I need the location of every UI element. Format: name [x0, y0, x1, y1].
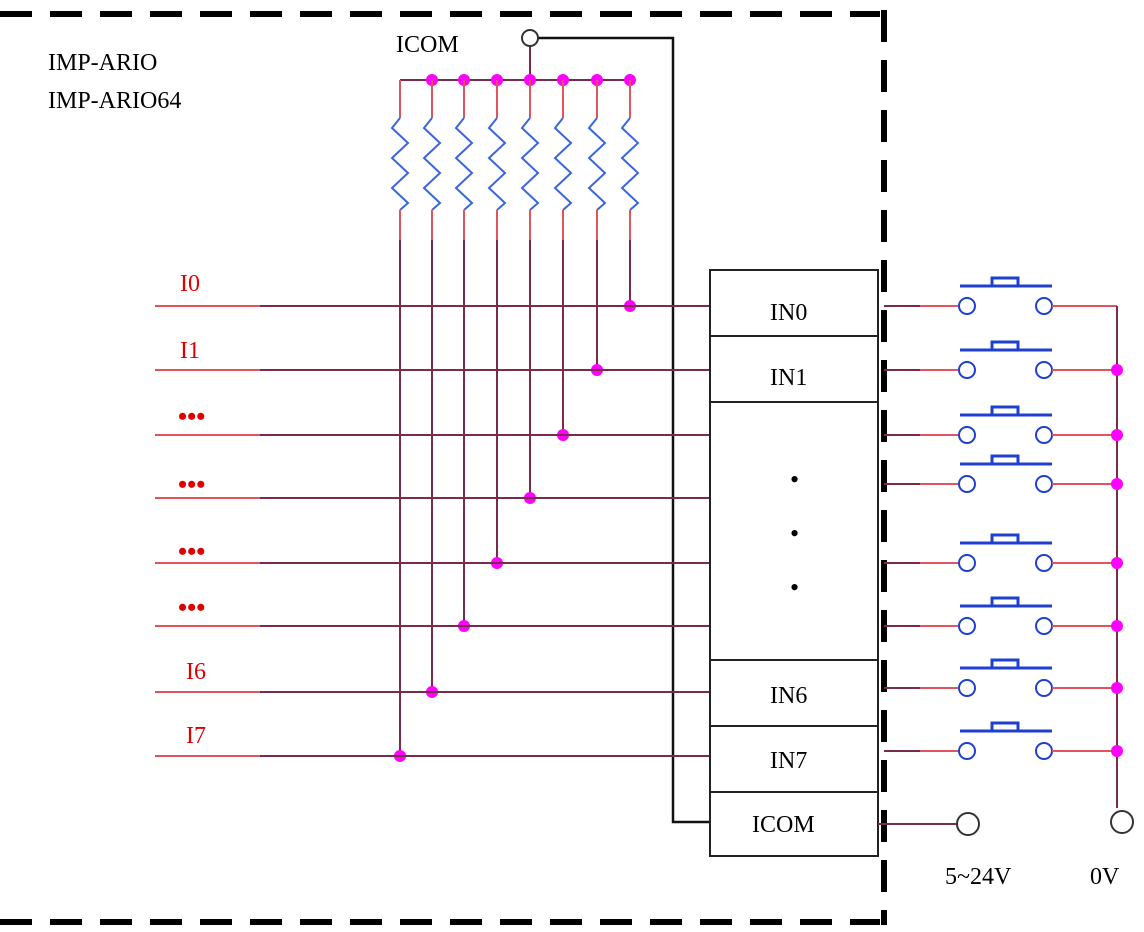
terminal-in1 — [709, 335, 879, 403]
terminal-ellipsis-dot-2: • — [790, 519, 799, 548]
switch-contact-left — [958, 297, 976, 315]
switch-actuator — [960, 454, 1052, 466]
input-label-i6: I6 — [186, 659, 206, 685]
icom-top-label: ICOM — [396, 32, 459, 58]
zero-volt-junction-dot — [1111, 364, 1123, 376]
terminal-label-in7: IN7 — [770, 748, 807, 774]
switch-contact-right — [1035, 297, 1053, 315]
switch-contact-left — [958, 617, 976, 635]
zero-volt-junctions — [1111, 364, 1123, 757]
input-labels: I0 I1 ••• ••• ••• ••• I6 I7 — [178, 271, 206, 749]
switch-actuator — [960, 276, 1052, 288]
supply-terminal-0v — [1110, 810, 1134, 834]
icom-common-path — [521, 29, 710, 824]
switch-contact-left — [958, 679, 976, 697]
terminal-label-in0: IN0 — [770, 300, 807, 326]
switch-contact-left — [958, 361, 976, 379]
terminal-block: IN0 IN1 IN6 IN7 ICOM • • • — [709, 269, 879, 857]
terminal-in7 — [709, 725, 879, 793]
switch-contact-left — [958, 742, 976, 760]
input-label-ellipsis-1: ••• — [178, 402, 205, 431]
switch-actuator — [960, 405, 1052, 417]
input-lines — [155, 305, 710, 757]
input-label-i1: I1 — [180, 338, 200, 364]
switch-contact-left — [958, 475, 976, 493]
resistor — [454, 117, 474, 211]
resistor — [587, 117, 607, 211]
zero-volt-junction-dot — [1111, 745, 1123, 757]
terminal-icom — [709, 791, 879, 857]
zero-volt-junction-dot — [1111, 620, 1123, 632]
switch-contact-right — [1035, 617, 1053, 635]
pushbutton-switches — [884, 276, 1117, 760]
resistor — [390, 117, 410, 211]
terminal-ellipsis-dot-3: • — [790, 573, 799, 602]
resistor — [520, 117, 540, 211]
terminal-ellipsis-dot-1: • — [790, 465, 799, 494]
terminal-label-in6: IN6 — [770, 683, 807, 709]
zero-volt-junction-dot — [1111, 557, 1123, 569]
zero-volt-junction-dot — [1111, 682, 1123, 694]
switch-actuator — [960, 340, 1052, 352]
terminal-label-in1: IN1 — [770, 365, 807, 391]
power-label-5-24v: 5~24V — [945, 864, 1012, 890]
module-label-ario64: IMP-ARIO64 — [48, 88, 181, 114]
resistor — [487, 117, 507, 211]
terminal-ellipsis — [709, 401, 879, 661]
power-label-0v: 0V — [1090, 864, 1120, 890]
input-label-ellipsis-3: ••• — [178, 537, 205, 566]
resistor — [422, 117, 442, 211]
switch-actuator — [960, 596, 1052, 608]
input-label-i7: I7 — [186, 723, 206, 749]
module-boundary — [0, 10, 887, 925]
switch-contact-left — [958, 554, 976, 572]
input-label-ellipsis-2: ••• — [178, 470, 205, 499]
module-label-ario: IMP-ARIO — [48, 50, 157, 76]
switch-contact-right — [1035, 742, 1053, 760]
switch-actuator — [960, 658, 1052, 670]
switch-actuator — [960, 533, 1052, 545]
switch-contact-left — [958, 426, 976, 444]
input-label-i0: I0 — [180, 271, 200, 297]
terminal-label-icom: ICOM — [752, 812, 815, 838]
switch-contact-right — [1035, 361, 1053, 379]
resistor — [620, 117, 640, 211]
switch-actuator — [960, 721, 1052, 733]
switch-contact-right — [1035, 679, 1053, 697]
switch-contact-right — [1035, 475, 1053, 493]
supply-terminal-5-24v — [956, 812, 980, 836]
zero-volt-junction-dot — [1111, 429, 1123, 441]
resistor — [553, 117, 573, 211]
zero-volt-junction-dot — [1111, 478, 1123, 490]
switch-contact-right — [1035, 426, 1053, 444]
terminal-in0 — [709, 269, 879, 337]
input-label-ellipsis-4: ••• — [178, 593, 205, 622]
switch-contact-right — [1035, 554, 1053, 572]
icom-top-terminal — [521, 29, 539, 47]
pullup-resistor-network — [390, 80, 640, 762]
